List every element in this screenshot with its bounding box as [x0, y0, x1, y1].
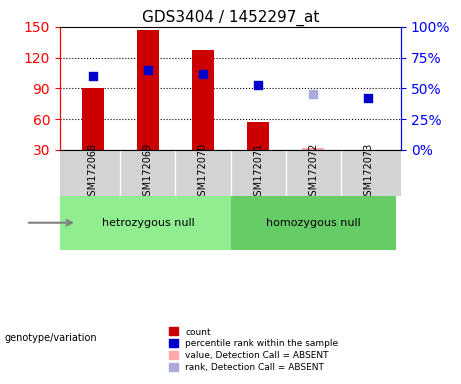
- Bar: [302, 148, 324, 150]
- Text: GSM172068: GSM172068: [88, 143, 98, 202]
- Bar: [247, 122, 269, 150]
- Text: GSM172073: GSM172073: [363, 143, 373, 202]
- Legend: count, percentile rank within the sample, value, Detection Call = ABSENT, rank, : count, percentile rank within the sample…: [165, 324, 342, 376]
- Text: genotype/variation: genotype/variation: [5, 333, 97, 343]
- Point: [89, 73, 97, 79]
- Bar: [82, 88, 104, 150]
- Text: GSM172070: GSM172070: [198, 143, 208, 202]
- Point: [199, 71, 207, 77]
- Point: [364, 95, 372, 101]
- Point: [144, 67, 152, 73]
- Text: GSM172069: GSM172069: [143, 143, 153, 202]
- Point: [309, 91, 317, 98]
- Bar: [137, 30, 159, 150]
- Point: [254, 81, 262, 88]
- Text: homozygous null: homozygous null: [266, 218, 361, 228]
- Bar: [192, 50, 214, 150]
- FancyBboxPatch shape: [230, 196, 396, 250]
- Title: GDS3404 / 1452297_at: GDS3404 / 1452297_at: [142, 9, 319, 25]
- Text: hetrozygous null: hetrozygous null: [101, 218, 195, 228]
- Text: GSM172071: GSM172071: [253, 143, 263, 202]
- Text: GSM172072: GSM172072: [308, 143, 318, 202]
- FancyBboxPatch shape: [60, 196, 230, 250]
